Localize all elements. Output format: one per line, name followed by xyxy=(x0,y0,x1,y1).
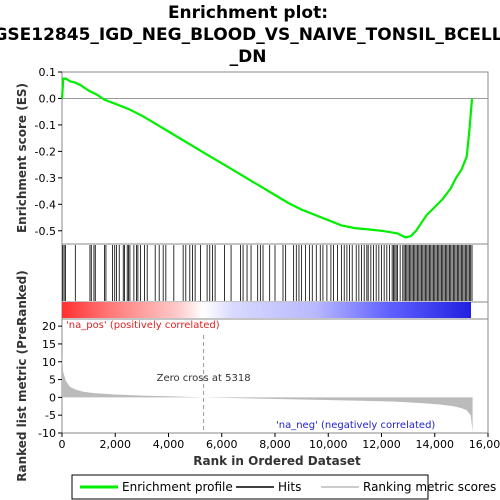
x-tick-label: 8,000 xyxy=(259,438,291,451)
metric-y-axis-label: Ranked list metric (PreRanked) xyxy=(15,270,29,482)
es-y-tick-label: -0.5 xyxy=(35,225,56,238)
chart-title-line-3: _DN xyxy=(230,47,267,67)
metric-y-tick-label: -5 xyxy=(45,409,56,422)
pos-correlated-label: 'na_pos' (positively correlated) xyxy=(66,320,220,331)
es-y-tick-label: -0.3 xyxy=(35,172,56,185)
es-y-tick-label: 0.0 xyxy=(39,92,57,105)
es-panel-frame xyxy=(61,71,489,245)
rank-color-bar xyxy=(62,302,471,318)
metric-panel-frame xyxy=(61,318,489,434)
es-y-axis-label: Enrichment score (ES) xyxy=(15,83,29,233)
es-y-tick-label: -0.2 xyxy=(35,145,56,158)
legend: Enrichment profile Hits Ranking metric s… xyxy=(71,474,496,500)
metric-y-tick-label: 15 xyxy=(42,338,56,351)
hits-markers xyxy=(62,245,473,301)
legend-enrichment-label: Enrichment profile xyxy=(122,480,233,494)
legend-metric-label: Ranking metric scores xyxy=(363,480,496,494)
es-y-axis: 0.1 0.0 -0.1 -0.2 -0.3 -0.4 -0.5 xyxy=(35,66,62,238)
zero-cross-label: Zero cross at 5318 xyxy=(157,373,251,384)
chart-title-line-2: GSE12845_IGD_NEG_BLOOD_VS_NAIVE_TONSIL_B… xyxy=(0,25,500,45)
es-y-tick-label: 0.1 xyxy=(39,66,57,79)
x-tick-label: 2,000 xyxy=(100,438,132,451)
x-tick-label: 14,000 xyxy=(416,438,455,451)
legend-hits-label: Hits xyxy=(278,480,301,494)
x-axis: 0 2,000 4,000 6,000 8,000 10,000 12,000 14,000 1… xyxy=(59,433,500,451)
x-tick-label: 10,000 xyxy=(309,438,348,451)
x-tick-label: 16,000 xyxy=(469,438,500,451)
metric-y-tick-label: 5 xyxy=(49,374,56,387)
metric-y-axis: 20 15 10 5 0 -5 -10 xyxy=(38,320,62,440)
x-tick-label: 0 xyxy=(59,438,66,451)
neg-correlated-label: 'na_neg' (negatively correlated) xyxy=(276,420,435,431)
x-tick-label: 6,000 xyxy=(206,438,238,451)
x-tick-label: 4,000 xyxy=(153,438,185,451)
x-tick-label: 12,000 xyxy=(362,438,401,451)
es-y-tick-label: -0.4 xyxy=(35,198,56,211)
metric-y-tick-label: -10 xyxy=(38,427,56,440)
enrichment-profile-line xyxy=(60,77,474,239)
es-y-tick-label: -0.1 xyxy=(35,119,56,132)
metric-y-tick-label: 10 xyxy=(42,356,56,369)
metric-y-tick-label: 0 xyxy=(49,391,56,404)
metric-y-tick-label: 20 xyxy=(42,320,56,333)
x-axis-label: Rank in Ordered Dataset xyxy=(193,454,361,468)
chart-title-line-1: Enrichment plot: xyxy=(168,3,328,23)
